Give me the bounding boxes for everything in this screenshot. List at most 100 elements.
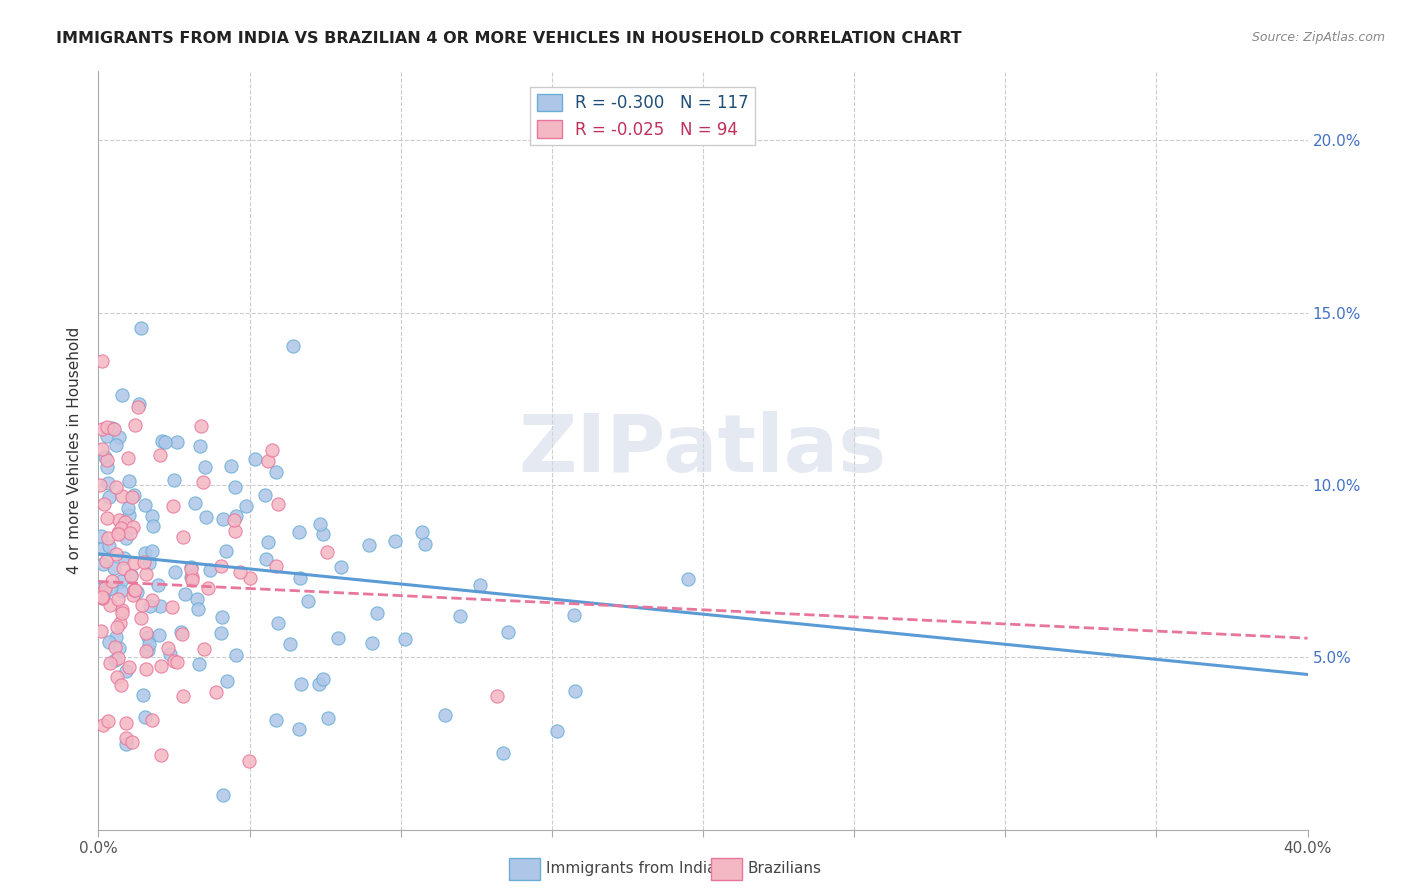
Point [107, 526, 129, 541]
Point [117, 500, 139, 515]
Point [120, 569, 142, 583]
Point [94, 585, 117, 599]
Point [134, 644, 156, 658]
Point [90, 529, 112, 543]
Text: ZIPatlas: ZIPatlas [519, 411, 887, 490]
Point [141, 714, 163, 728]
Point [111, 561, 134, 575]
Point [98, 599, 121, 613]
Point [139, 599, 162, 613]
Point [90, 354, 112, 368]
Point [111, 388, 134, 402]
Point [562, 607, 585, 622]
Point [90, 624, 112, 639]
Point [124, 582, 146, 597]
Point [155, 435, 177, 450]
Point [162, 500, 184, 514]
Point [219, 459, 242, 474]
Point [181, 570, 204, 584]
Point [174, 587, 197, 601]
Point [104, 653, 127, 667]
Point [257, 535, 280, 549]
Point [225, 509, 247, 524]
Point [136, 630, 159, 644]
Point [163, 473, 186, 487]
Point [127, 585, 149, 599]
Point [98, 539, 121, 553]
Point [90, 582, 112, 596]
Point [104, 437, 127, 451]
Point [149, 448, 172, 462]
Point [111, 489, 134, 503]
Point [212, 788, 235, 802]
Point [222, 513, 245, 527]
Point [90, 422, 112, 436]
Point [96, 429, 118, 443]
Point [97, 635, 120, 649]
Point [165, 565, 187, 579]
Point [90, 541, 112, 556]
Point [131, 598, 153, 612]
Point [91, 558, 114, 572]
Point [188, 657, 211, 672]
Point [138, 637, 160, 651]
Point [93, 450, 115, 465]
Legend: R = -0.300   N = 117, R = -0.025   N = 94: R = -0.300 N = 117, R = -0.025 N = 94 [530, 87, 755, 145]
Point [105, 547, 128, 561]
Point [105, 670, 128, 684]
Point [131, 321, 153, 335]
Point [111, 603, 134, 617]
Point [91, 590, 114, 604]
Point [122, 583, 145, 598]
Point [468, 577, 491, 591]
Point [486, 689, 509, 703]
Point [209, 559, 232, 574]
Point [141, 508, 163, 523]
Point [122, 520, 145, 534]
Point [135, 662, 157, 676]
Point [328, 632, 350, 646]
Point [148, 628, 170, 642]
Point [122, 556, 145, 570]
Point [111, 606, 134, 620]
Point [121, 588, 143, 602]
Point [108, 430, 131, 444]
Point [91, 718, 114, 732]
Point [166, 435, 188, 450]
Point [159, 647, 181, 661]
Point [100, 581, 122, 595]
Point [135, 567, 157, 582]
Point [118, 526, 141, 541]
Point [288, 571, 311, 585]
Point [217, 673, 239, 688]
Point [96, 452, 118, 467]
Point [134, 498, 156, 512]
Point [200, 563, 222, 577]
Point [254, 552, 277, 566]
Point [121, 734, 143, 748]
Point [134, 710, 156, 724]
Point [163, 654, 186, 668]
Point [96, 460, 118, 475]
Point [205, 685, 228, 699]
Point [492, 746, 515, 760]
Text: Source: ZipAtlas.com: Source: ZipAtlas.com [1251, 31, 1385, 45]
Point [120, 567, 142, 582]
Point [316, 711, 339, 725]
Point [312, 672, 335, 686]
Point [115, 716, 138, 731]
Point [564, 684, 586, 698]
Point [110, 574, 132, 588]
Point [127, 401, 149, 415]
Point [170, 625, 193, 640]
Text: IMMIGRANTS FROM INDIA VS BRAZILIAN 4 OR MORE VEHICLES IN HOUSEHOLD CORRELATION C: IMMIGRANTS FROM INDIA VS BRAZILIAN 4 OR … [56, 31, 962, 46]
Point [496, 625, 519, 640]
Point [257, 454, 280, 468]
Point [278, 637, 301, 651]
Point [166, 655, 188, 669]
Point [264, 465, 287, 479]
Point [288, 722, 311, 736]
Point [108, 615, 131, 630]
Point [149, 599, 172, 614]
Point [104, 640, 127, 654]
